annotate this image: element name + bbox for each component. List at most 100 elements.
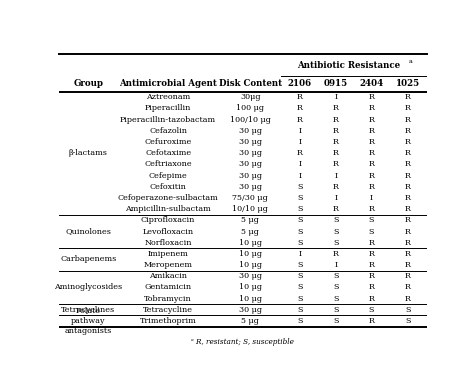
Text: 75/30 μg: 75/30 μg: [232, 194, 268, 202]
Text: 2404: 2404: [359, 79, 383, 88]
Text: R: R: [405, 261, 411, 269]
Text: R: R: [368, 284, 374, 291]
Text: I: I: [334, 261, 337, 269]
Text: R: R: [405, 172, 411, 179]
Text: Aztreonam: Aztreonam: [146, 93, 190, 101]
Text: R: R: [368, 160, 374, 168]
Text: a: a: [409, 59, 413, 64]
Text: S: S: [297, 183, 302, 191]
Text: S: S: [333, 295, 338, 303]
Text: R: R: [405, 105, 411, 112]
Text: Tobramycin: Tobramycin: [144, 295, 192, 303]
Text: Folate
pathway
antagonists: Folate pathway antagonists: [64, 307, 112, 335]
Text: S: S: [297, 295, 302, 303]
Text: Antimicrobial Agent: Antimicrobial Agent: [119, 79, 217, 88]
Text: Amikacin: Amikacin: [149, 272, 187, 280]
Text: Ciprofloxacin: Ciprofloxacin: [141, 216, 195, 224]
Text: S: S: [333, 272, 338, 280]
Text: I: I: [298, 172, 301, 179]
Text: R: R: [405, 115, 411, 124]
Text: R: R: [368, 295, 374, 303]
Text: S: S: [297, 317, 302, 325]
Text: R: R: [297, 149, 303, 157]
Text: R: R: [405, 284, 411, 291]
Text: I: I: [298, 160, 301, 168]
Text: Imipenem: Imipenem: [148, 250, 189, 258]
Text: 10 μg: 10 μg: [239, 239, 262, 247]
Text: R: R: [297, 115, 303, 124]
Text: I: I: [298, 250, 301, 258]
Text: 5 μg: 5 μg: [241, 227, 259, 236]
Text: Meropenem: Meropenem: [144, 261, 192, 269]
Text: S: S: [297, 272, 302, 280]
Text: 30 μg: 30 μg: [239, 183, 262, 191]
Text: S: S: [297, 239, 302, 247]
Text: Gentamicin: Gentamicin: [145, 284, 191, 291]
Text: R: R: [368, 172, 374, 179]
Text: R: R: [333, 105, 339, 112]
Text: R: R: [405, 205, 411, 213]
Text: R: R: [333, 138, 339, 146]
Text: R: R: [333, 115, 339, 124]
Text: Cefoperazone-sulbactam: Cefoperazone-sulbactam: [118, 194, 219, 202]
Text: 30 μg: 30 μg: [239, 138, 262, 146]
Text: R: R: [405, 138, 411, 146]
Text: R: R: [368, 272, 374, 280]
Text: R: R: [368, 205, 374, 213]
Text: R: R: [368, 250, 374, 258]
Text: R: R: [368, 127, 374, 135]
Text: Group: Group: [73, 79, 103, 88]
Text: I: I: [298, 138, 301, 146]
Text: R: R: [405, 160, 411, 168]
Text: R: R: [368, 317, 374, 325]
Text: 10 μg: 10 μg: [239, 261, 262, 269]
Text: 10 μg: 10 μg: [239, 284, 262, 291]
Text: Carbapenems: Carbapenems: [60, 255, 117, 264]
Text: Tetracycline: Tetracycline: [143, 306, 193, 314]
Text: R: R: [368, 239, 374, 247]
Text: 10 μg: 10 μg: [239, 295, 262, 303]
Text: R: R: [297, 105, 303, 112]
Text: 2106: 2106: [288, 79, 312, 88]
Text: R: R: [333, 183, 339, 191]
Text: S: S: [333, 317, 338, 325]
Text: S: S: [333, 284, 338, 291]
Text: 30μg: 30μg: [240, 93, 261, 101]
Text: S: S: [297, 194, 302, 202]
Text: R: R: [405, 194, 411, 202]
Text: R: R: [405, 239, 411, 247]
Text: S: S: [333, 306, 338, 314]
Text: Cefuroxime: Cefuroxime: [145, 138, 192, 146]
Text: S: S: [333, 227, 338, 236]
Text: ᵃ R, resistant; S, susceptible: ᵃ R, resistant; S, susceptible: [191, 338, 294, 346]
Text: R: R: [333, 127, 339, 135]
Text: R: R: [368, 261, 374, 269]
Text: Cefepime: Cefepime: [149, 172, 188, 179]
Text: R: R: [368, 183, 374, 191]
Text: R: R: [333, 149, 339, 157]
Text: I: I: [334, 172, 337, 179]
Text: Antibiotic Resistance: Antibiotic Resistance: [297, 60, 403, 70]
Text: R: R: [333, 205, 339, 213]
Text: S: S: [297, 284, 302, 291]
Text: Levofloxacin: Levofloxacin: [143, 227, 194, 236]
Text: 100/10 μg: 100/10 μg: [230, 115, 271, 124]
Text: R: R: [368, 138, 374, 146]
Text: Piperacillin: Piperacillin: [145, 105, 191, 112]
Text: 100 μg: 100 μg: [236, 105, 264, 112]
Text: R: R: [333, 160, 339, 168]
Text: S: S: [297, 216, 302, 224]
Text: 30 μg: 30 μg: [239, 272, 262, 280]
Text: R: R: [405, 93, 411, 101]
Text: Ceftriaxone: Ceftriaxone: [145, 160, 192, 168]
Text: I: I: [298, 127, 301, 135]
Text: R: R: [405, 295, 411, 303]
Text: I: I: [334, 93, 337, 101]
Text: R: R: [368, 105, 374, 112]
Text: β-lactams: β-lactams: [69, 149, 108, 157]
Text: 30 μg: 30 μg: [239, 306, 262, 314]
Text: S: S: [297, 227, 302, 236]
Text: I: I: [370, 194, 373, 202]
Text: S: S: [297, 205, 302, 213]
Text: Cefotaxime: Cefotaxime: [145, 149, 191, 157]
